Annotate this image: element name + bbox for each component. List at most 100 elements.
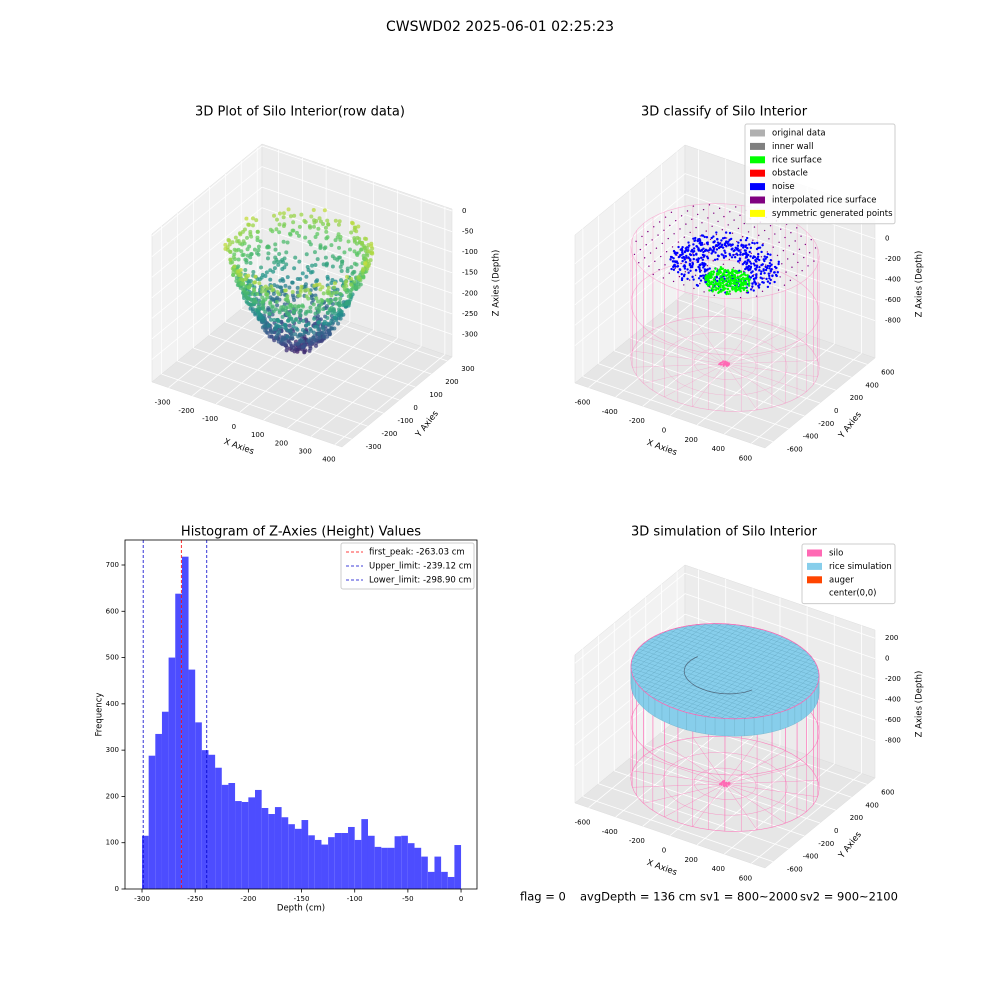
cloud-point	[290, 290, 295, 295]
noise-point	[710, 252, 713, 255]
noise-point	[691, 250, 695, 254]
cloud-point	[316, 309, 321, 314]
noise-point	[693, 239, 696, 243]
surface-point	[708, 251, 710, 254]
rice-mesh	[695, 624, 818, 667]
rice-point	[738, 287, 742, 290]
cloud-point	[293, 255, 298, 260]
rice-mesh	[663, 631, 818, 685]
bar	[447, 876, 455, 889]
cloud-point	[253, 280, 258, 285]
x-tick-label: 200	[275, 439, 288, 447]
surface-point	[798, 248, 801, 251]
cloud-point	[310, 263, 315, 268]
surface-point	[670, 211, 673, 214]
cloud-point	[260, 295, 265, 300]
cloud-point	[313, 311, 318, 316]
x-axis-label: Depth (cm)	[277, 904, 325, 914]
noise-point	[709, 248, 712, 251]
silo-floor-ring	[662, 332, 788, 396]
noise-point	[692, 247, 696, 250]
rice-point	[718, 282, 722, 285]
noise-point	[700, 234, 704, 237]
cloud-point	[285, 275, 290, 280]
noise-point	[700, 274, 703, 278]
cloud-point	[255, 229, 260, 234]
rice-point	[719, 275, 722, 278]
cloud-point	[238, 232, 243, 237]
silo-spoke	[643, 783, 726, 804]
cloud-point	[300, 304, 305, 309]
noise-point	[695, 283, 699, 287]
silo-floor-ring	[693, 767, 757, 800]
cloud-point	[251, 299, 256, 304]
z-tick-label: 0	[885, 235, 889, 243]
cloud-point	[231, 270, 236, 275]
y-tick-label: 300	[106, 746, 119, 754]
rice-point	[747, 284, 751, 287]
rice-mesh	[646, 640, 810, 697]
noise-point	[686, 268, 689, 271]
cloud-point	[308, 225, 313, 230]
rice-side	[780, 709, 789, 730]
bar	[188, 669, 196, 889]
cloud-point	[231, 255, 236, 260]
surface-point	[675, 219, 677, 222]
noise-point	[744, 245, 747, 249]
y-tick-label: -200	[818, 840, 834, 848]
cloud-point	[286, 207, 291, 212]
noise-point	[758, 269, 761, 272]
y-tick-label: -200	[382, 430, 398, 438]
cloud-point	[290, 280, 295, 285]
rice-point	[711, 283, 715, 287]
cloud-point	[321, 291, 326, 296]
surface-point	[702, 208, 705, 211]
rice-mesh	[669, 630, 819, 682]
cloud-point	[287, 231, 292, 236]
noise-point	[758, 246, 762, 249]
x-tick-label: -200	[178, 407, 194, 415]
cloud-point	[355, 253, 360, 258]
surface-point	[658, 221, 661, 223]
noise-point	[741, 246, 745, 249]
cloud-point	[325, 235, 330, 240]
bar	[161, 711, 169, 889]
cloud-point	[349, 265, 354, 270]
noise-point	[766, 252, 770, 256]
cloud-point	[320, 285, 325, 290]
cloud-point	[329, 281, 334, 286]
cloud-point	[311, 335, 316, 340]
noise-point	[687, 241, 690, 244]
cloud-point	[278, 278, 283, 283]
bar	[394, 836, 402, 889]
cloud-point	[287, 323, 292, 328]
cloud-point	[277, 222, 282, 227]
noise-point	[749, 267, 752, 270]
cloud-point	[314, 296, 319, 301]
surface-point	[638, 261, 640, 264]
noise-point	[720, 239, 723, 242]
noise-point	[770, 263, 773, 266]
bar	[201, 750, 209, 889]
grid-line	[598, 363, 789, 430]
cloud-point	[296, 334, 301, 339]
cloud-point	[339, 261, 344, 266]
noise-point	[755, 257, 758, 260]
z-tick-label: -800	[885, 737, 901, 745]
noise-point	[713, 258, 717, 261]
cloud-point	[295, 285, 300, 290]
bar	[348, 826, 355, 889]
legend-swatch	[750, 129, 765, 137]
cloud-point	[271, 287, 276, 292]
grid-line	[582, 376, 773, 442]
surface-point	[667, 237, 669, 240]
grid-line	[574, 593, 686, 684]
noise-point	[777, 260, 780, 264]
cloud-point	[337, 245, 342, 250]
cloud-point	[284, 250, 289, 255]
cloud-point	[322, 334, 327, 339]
grid-line	[177, 360, 368, 427]
cloud-point	[332, 315, 337, 320]
cloud-point	[243, 268, 248, 273]
surface-point	[699, 282, 701, 285]
